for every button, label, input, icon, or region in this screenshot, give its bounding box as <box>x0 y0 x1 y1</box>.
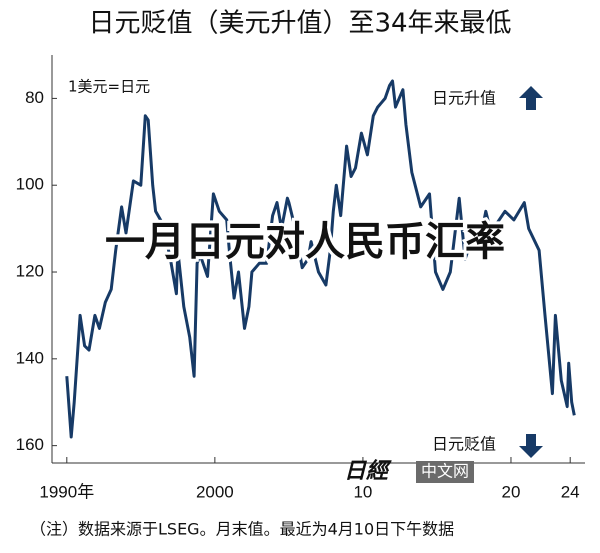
x-tick-label: 24 <box>561 482 580 501</box>
logo-text: 中文网 <box>421 462 469 481</box>
y-tick-label: 120 <box>16 262 44 281</box>
annotation: 日元贬值 <box>432 435 496 454</box>
y-axis-label: 1美元=日元 <box>68 78 150 96</box>
x-tick-label: 10 <box>353 482 372 501</box>
x-tick-label: 2000 <box>196 482 234 501</box>
x-tick-label: 1990年 <box>39 482 94 501</box>
logo-mark: 日經 <box>344 458 392 484</box>
y-tick-label: 80 <box>25 88 44 107</box>
up-arrow <box>519 86 543 110</box>
note: （注）数据来源于LSEG。月末值。最近为4月10日下午数据 <box>30 520 454 539</box>
chart-title: 日元贬值（美元升值）至34年来最低 <box>88 9 511 39</box>
line <box>65 79 576 439</box>
overlay-text: 一月日元对人民币汇率 <box>105 219 505 265</box>
plot: 80 100 120 140 160 1990年 2000 10 20 24 <box>16 79 580 501</box>
y-tick-label: 140 <box>16 348 44 367</box>
y-tick-label: 100 <box>16 175 44 194</box>
x-tick-label: 20 <box>502 482 521 501</box>
y-tick-label: 160 <box>16 435 44 454</box>
down-arrow <box>519 434 543 458</box>
annotation: 日元升值 <box>432 89 496 108</box>
logo-box <box>416 461 474 483</box>
